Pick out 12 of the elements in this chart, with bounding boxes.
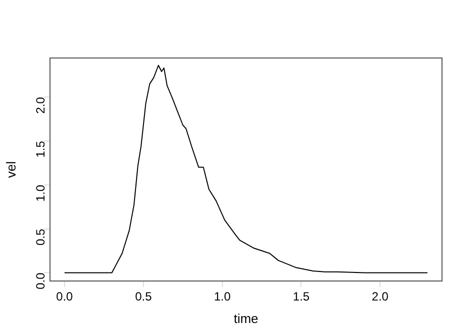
y-axis-title: vel [3, 161, 18, 178]
x-axis-title: time [234, 310, 258, 326]
y-tick-label: 0.5 [33, 228, 48, 246]
x-tick-label: 2.0 [372, 290, 389, 304]
x-tick-label: 0.0 [56, 290, 74, 304]
x-tick-label: 1.0 [214, 290, 231, 304]
y-tick-label: 2.0 [33, 96, 48, 114]
x-tick-label: 1.5 [292, 290, 310, 304]
x-tick-label: 0.5 [135, 290, 152, 304]
y-tick-label: 1.0 [33, 184, 48, 202]
y-tick-label: 0.0 [33, 272, 48, 290]
y-tick-label: 1.5 [33, 140, 48, 158]
